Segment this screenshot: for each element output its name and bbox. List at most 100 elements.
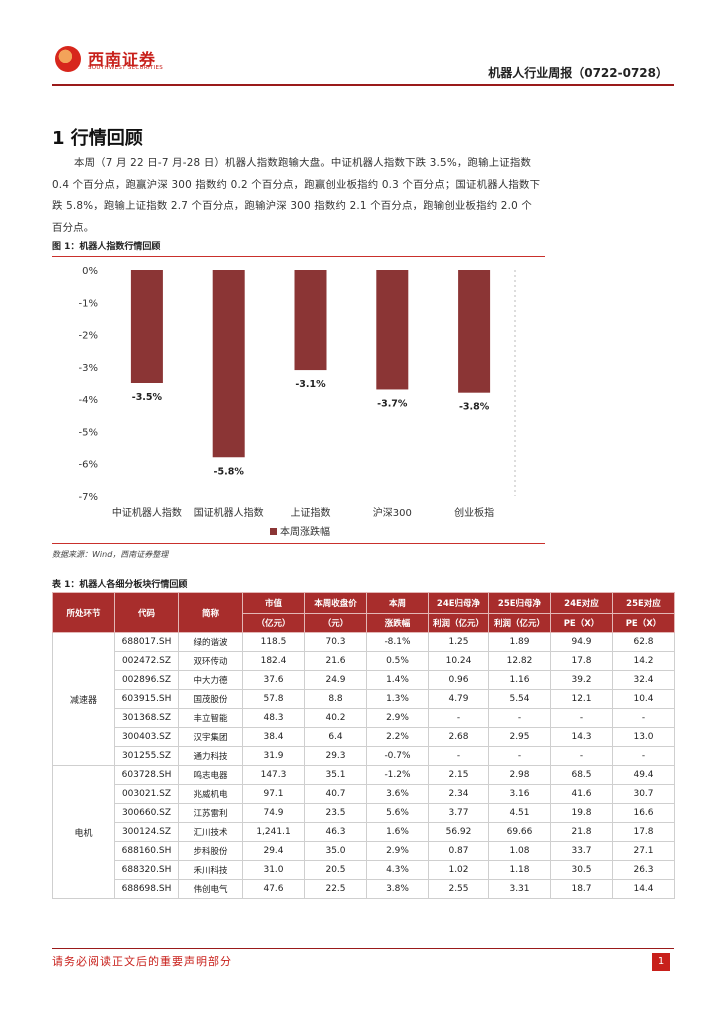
figure-source: 数据来源：Wind，西南证券整理 xyxy=(52,550,169,559)
header-np24: 24E归母净 xyxy=(428,592,489,614)
table-cell: 688320.SH xyxy=(114,860,179,880)
table-cell: 29.3 xyxy=(304,746,367,766)
table-cell: 14.4 xyxy=(612,879,675,899)
table-row: 301255.SZ 通力科技 31.9 29.3 -0.7% - - - - xyxy=(53,746,675,766)
table-cell: 002896.SZ xyxy=(114,670,179,690)
table-cell: 24.9 xyxy=(304,670,367,690)
table-cell: 2.9% xyxy=(366,841,429,861)
table-cell: 62.8 xyxy=(612,632,675,652)
table-cell: 17.8 xyxy=(550,651,613,671)
table-cell: - xyxy=(612,708,675,728)
table-row: 688160.SH 步科股份 29.4 35.0 2.9% 0.87 1.08 33.7 27.… xyxy=(53,841,675,861)
table-row: 603915.SH 国茂股份 57.8 8.8 1.3% 4.79 5.54 12.1 10.4 xyxy=(53,689,675,709)
table-cell: 22.5 xyxy=(304,879,367,899)
table-row: 002896.SZ 中大力德 37.6 24.9 1.4% 0.96 1.16 39.2 32.… xyxy=(53,670,675,690)
segment-cell: 减速器 xyxy=(52,632,115,766)
section-title: 1 行情回顾 xyxy=(52,128,143,149)
table-cell: 4.3% xyxy=(366,860,429,880)
table-cell: 39.2 xyxy=(550,670,613,690)
table-cell: 182.4 xyxy=(242,651,305,671)
header-name: 简称 xyxy=(178,592,243,633)
figure-top-rule xyxy=(52,256,545,257)
table-cell: 17.8 xyxy=(612,822,675,842)
table-cell: 1.6% xyxy=(366,822,429,842)
table-cell: 688160.SH xyxy=(114,841,179,861)
table-cell: 10.24 xyxy=(428,651,489,671)
table-cell: 10.4 xyxy=(612,689,675,709)
table-row: 002472.SZ 双环传动 182.4 21.6 0.5% 10.24 12.82 17.8… xyxy=(53,651,675,671)
header-segment: 所处环节 xyxy=(52,592,115,633)
table-cell: 2.95 xyxy=(488,727,551,747)
table-cell: - xyxy=(488,708,551,728)
table-cell: 40.2 xyxy=(304,708,367,728)
table-cell: 31.0 xyxy=(242,860,305,880)
bar-1 xyxy=(212,270,245,458)
table-cell: 002472.SZ xyxy=(114,651,179,671)
table-cell: 16.6 xyxy=(612,803,675,823)
table-cell: 5.54 xyxy=(488,689,551,709)
table-cell: 2.9% xyxy=(366,708,429,728)
table-row: 电机 603728.SH 鸣志电器 147.3 35.1 -1.2% 2.15 2.98 68.… xyxy=(52,765,675,899)
table-cell: 2.98 xyxy=(488,765,551,785)
table-cell: 6.4 xyxy=(304,727,367,747)
table-cell: 3.16 xyxy=(488,784,551,804)
y-tick-label: -2% xyxy=(79,331,98,342)
table-cell: 2.2% xyxy=(366,727,429,747)
table-row: 301368.SZ 丰立智能 48.3 40.2 2.9% - - - - xyxy=(53,708,675,728)
table-cell: 禾川科技 xyxy=(178,860,243,880)
data-label: -5.8% xyxy=(214,466,245,477)
table-cell: 国茂股份 xyxy=(178,689,243,709)
table-cell: 鸣志电器 xyxy=(178,765,243,785)
table-cell: 通力科技 xyxy=(178,746,243,766)
table-cell: 20.5 xyxy=(304,860,367,880)
header-pe24-unit: PE（X） xyxy=(550,613,613,633)
header-change: 本周 xyxy=(366,592,429,614)
x-tick-label: 上证指数 xyxy=(291,506,331,519)
table-row: 300403.SZ 汉宇集团 38.4 6.4 2.2% 2.68 2.95 14.3 13.0 xyxy=(53,727,675,747)
table-cell: 29.4 xyxy=(242,841,305,861)
table-cell: 绿的谐波 xyxy=(178,632,243,652)
table-row: 003021.SZ 兆威机电 97.1 40.7 3.6% 2.34 3.16 41.6 30.… xyxy=(53,784,675,804)
table-cell: 300124.SZ xyxy=(114,822,179,842)
data-label: -3.5% xyxy=(132,392,163,403)
logo-en-text: SOUTHWEST SECURITIES xyxy=(88,65,164,71)
table-cell: -0.7% xyxy=(366,746,429,766)
table-cell: 26.3 xyxy=(612,860,675,880)
table-cell: 688017.SH xyxy=(114,632,179,652)
x-tick-label: 国证机器人指数 xyxy=(194,506,264,519)
table-cell: 19.8 xyxy=(550,803,613,823)
y-tick-label: -5% xyxy=(79,427,98,438)
table-cell: 35.0 xyxy=(304,841,367,861)
y-tick-label: -1% xyxy=(79,298,98,309)
bar-3 xyxy=(376,270,409,390)
table-cell: 14.2 xyxy=(612,651,675,671)
table-cell: 35.1 xyxy=(304,765,367,785)
table-cell: 603728.SH xyxy=(114,765,179,785)
figure-bottom-rule xyxy=(52,543,545,544)
table-cell: 301368.SZ xyxy=(114,708,179,728)
table-cell: 23.5 xyxy=(304,803,367,823)
header-code: 代码 xyxy=(114,592,179,633)
table-cell: 603915.SH xyxy=(114,689,179,709)
bar-2 xyxy=(294,270,327,371)
table-cell: 兆威机电 xyxy=(178,784,243,804)
table-cell: 3.6% xyxy=(366,784,429,804)
table-cell: 37.6 xyxy=(242,670,305,690)
table-cell: 30.5 xyxy=(550,860,613,880)
table-cell: 3.8% xyxy=(366,879,429,899)
table-cell: 31.9 xyxy=(242,746,305,766)
table-cell: 300403.SZ xyxy=(114,727,179,747)
table-cell: - xyxy=(612,746,675,766)
bar-0 xyxy=(130,270,163,383)
table-cell: 49.4 xyxy=(612,765,675,785)
table-cell: 丰立智能 xyxy=(178,708,243,728)
header-divider xyxy=(52,84,674,86)
y-tick-label: -6% xyxy=(79,460,98,471)
section-paragraph: 本周（7 月 22 日-7 月-28 日）机器人指数跑输大盘。中证机器人指数下跌… xyxy=(52,157,541,234)
table-cell: 688698.SH xyxy=(114,879,179,899)
y-tick-label: -3% xyxy=(79,363,98,374)
table-row: 300660.SZ 江苏雷利 74.9 23.5 5.6% 3.77 4.51 19.8 16.… xyxy=(53,803,675,823)
table-cell: 江苏雷利 xyxy=(178,803,243,823)
header-close: 本周收盘价 xyxy=(304,592,367,614)
header-mktcap-unit: （亿元） xyxy=(242,613,305,633)
